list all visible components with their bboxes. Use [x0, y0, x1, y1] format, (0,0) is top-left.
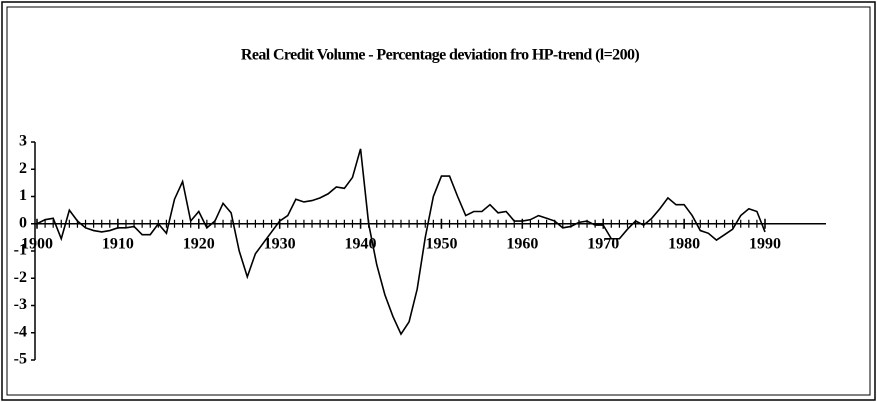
y-tick-label: -2 [14, 269, 27, 286]
y-tick-label: -4 [14, 323, 27, 340]
y-tick-label: 2 [19, 160, 27, 177]
y-tick-label: 1 [19, 187, 27, 204]
y-tick-label: 0 [19, 214, 27, 231]
chart-title: Real Credit Volume - Percentage deviatio… [241, 47, 639, 64]
y-tick-label: -3 [14, 296, 27, 313]
y-tick-label: -1 [14, 242, 27, 259]
x-tick-label: 1980 [668, 235, 700, 252]
y-tick-label: 3 [19, 133, 27, 150]
y-tick-label: -5 [14, 351, 27, 368]
x-tick-label: 1920 [183, 235, 215, 252]
x-tick-label: 1960 [506, 235, 538, 252]
x-tick-label: 1930 [264, 235, 296, 252]
inner-frame [6, 6, 871, 396]
data-line [36, 148, 766, 336]
x-tick-label: 1940 [345, 235, 377, 252]
x-tick-label: 1970 [587, 235, 619, 252]
x-tick-label: 1900 [21, 235, 53, 252]
x-tick-label: 1950 [425, 235, 457, 252]
x-tick-label: 1990 [749, 235, 781, 252]
x-tick-label: 1910 [102, 235, 134, 252]
